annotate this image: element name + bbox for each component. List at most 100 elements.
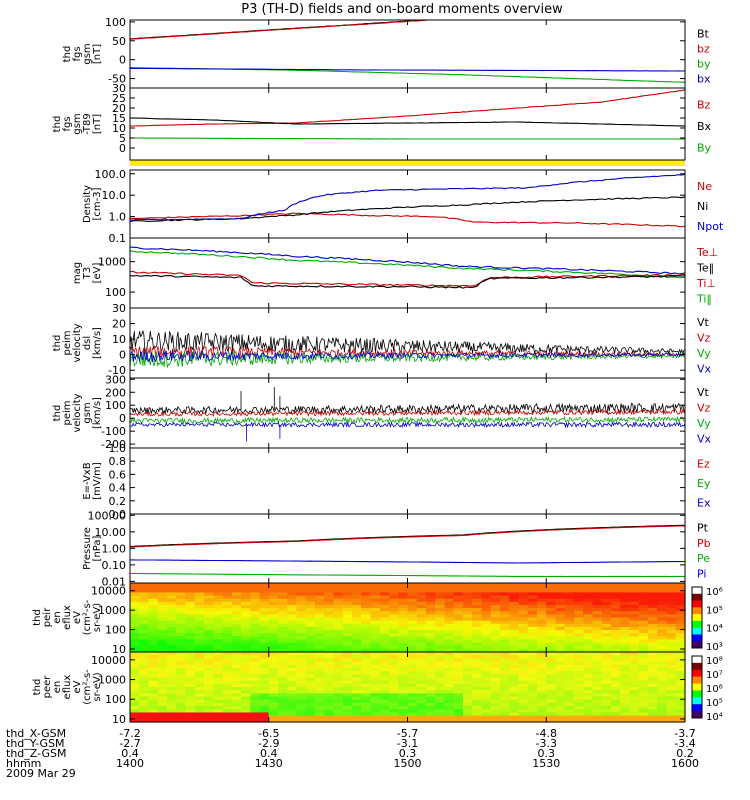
heatmap-cell <box>194 652 205 656</box>
heatmap-cell <box>342 677 353 682</box>
heatmap-cell <box>481 655 492 659</box>
colorbar-segment <box>692 627 702 635</box>
heatmap-cell <box>361 601 372 606</box>
heatmap-cell <box>463 680 473 685</box>
heatmap-cell <box>555 595 566 600</box>
heatmap-cell <box>157 718 168 723</box>
heatmap-cell <box>398 693 409 698</box>
heatmap-cell <box>407 667 418 672</box>
heatmap-cell <box>259 648 270 653</box>
heatmap-cell <box>583 598 594 603</box>
heatmap-cell <box>268 636 279 641</box>
heatmap-cell <box>601 693 612 698</box>
heatmap-cell <box>537 589 547 594</box>
heatmap-cell <box>296 667 307 672</box>
heatmap-cell <box>620 671 631 675</box>
heatmap-cell <box>574 652 584 656</box>
heatmap-cell <box>268 598 279 603</box>
heatmap-cell <box>379 648 390 653</box>
heatmap-cell <box>620 645 631 650</box>
heatmap-cell <box>361 633 372 637</box>
heatmap-cell <box>601 664 612 669</box>
heatmap-cell <box>231 626 242 631</box>
legend-Npot: Npot <box>697 220 724 233</box>
heatmap-cell <box>435 639 446 644</box>
heatmap-cell <box>241 677 251 682</box>
heatmap-cell <box>370 623 381 628</box>
heatmap-cell <box>407 608 418 612</box>
heatmap-cell <box>463 712 473 717</box>
heatmap-cell <box>509 664 520 669</box>
heatmap-cell <box>564 583 575 587</box>
heatmap-cell <box>657 706 668 710</box>
heatmap-cell <box>250 709 261 714</box>
heatmap-cell <box>666 655 677 659</box>
heatmap-cell <box>527 671 538 675</box>
heatmap-cell <box>472 680 483 685</box>
heatmap-cell <box>204 718 214 723</box>
heatmap-cell <box>324 608 335 612</box>
heatmap-cell <box>675 661 686 666</box>
heatmap-cell <box>648 674 658 679</box>
heatmap-cell <box>250 601 261 606</box>
heatmap-cell <box>213 648 224 653</box>
heatmap-cell <box>241 699 251 704</box>
heatmap-cell <box>481 586 492 590</box>
y-axis-label: [eV] <box>92 263 103 284</box>
heatmap-cell <box>601 718 612 723</box>
heatmap-cell <box>296 677 307 682</box>
heatmap-cell <box>213 709 224 714</box>
heatmap-cell <box>611 718 621 723</box>
heatmap-cell <box>157 674 168 679</box>
heatmap-cell <box>648 699 658 704</box>
heatmap-cell <box>592 718 603 723</box>
heatmap-cell <box>481 595 492 600</box>
heatmap-cell <box>574 639 584 644</box>
heatmap-cell <box>130 630 140 634</box>
heatmap-cell <box>389 702 399 707</box>
heatmap-cell <box>222 671 233 675</box>
heatmap-cell <box>537 592 547 597</box>
heatmap-cell <box>241 598 251 603</box>
heatmap-cell <box>268 667 279 672</box>
legend-Vy: Vy <box>697 417 711 430</box>
heatmap-cell <box>657 626 668 631</box>
heatmap-cell <box>305 693 316 698</box>
heatmap-cell <box>315 601 325 606</box>
heatmap-cell <box>204 667 214 672</box>
heatmap-cell <box>130 680 140 685</box>
heatmap-cell <box>287 633 298 637</box>
heatmap-cell <box>509 687 520 691</box>
y-axis-label: velocity <box>72 323 83 362</box>
heatmap-cell <box>139 706 150 710</box>
heatmap-cell <box>305 702 316 707</box>
heatmap-cell <box>407 680 418 685</box>
heatmap-cell <box>527 706 538 710</box>
heatmap-cell <box>657 702 668 707</box>
heatmap-cell <box>490 667 501 672</box>
heatmap-cell <box>472 601 483 606</box>
heatmap-cell <box>481 658 492 663</box>
heatmap-cell <box>287 601 298 606</box>
heatmap-cell <box>287 718 298 723</box>
heatmap-cell <box>472 595 483 600</box>
heatmap-cell <box>490 592 501 597</box>
heatmap-cell <box>204 693 214 698</box>
panel-frame <box>129 447 686 515</box>
heatmap-cell <box>231 677 242 682</box>
heatmap-cell <box>481 636 492 641</box>
heatmap-cell <box>361 690 372 694</box>
heatmap-cell <box>204 614 214 619</box>
heatmap-cell <box>222 693 233 698</box>
heatmap-cell <box>296 623 307 628</box>
heatmap-cell <box>416 623 427 628</box>
heatmap-cell <box>167 617 177 622</box>
heatmap-cell <box>592 639 603 644</box>
heatmap-cell <box>352 645 362 650</box>
heatmap-cell <box>416 699 427 704</box>
heatmap-cell <box>500 636 510 641</box>
heatmap-cell <box>370 601 381 606</box>
heatmap-cell <box>416 690 427 694</box>
heatmap-cell <box>296 601 307 606</box>
heatmap-cell <box>370 696 381 701</box>
